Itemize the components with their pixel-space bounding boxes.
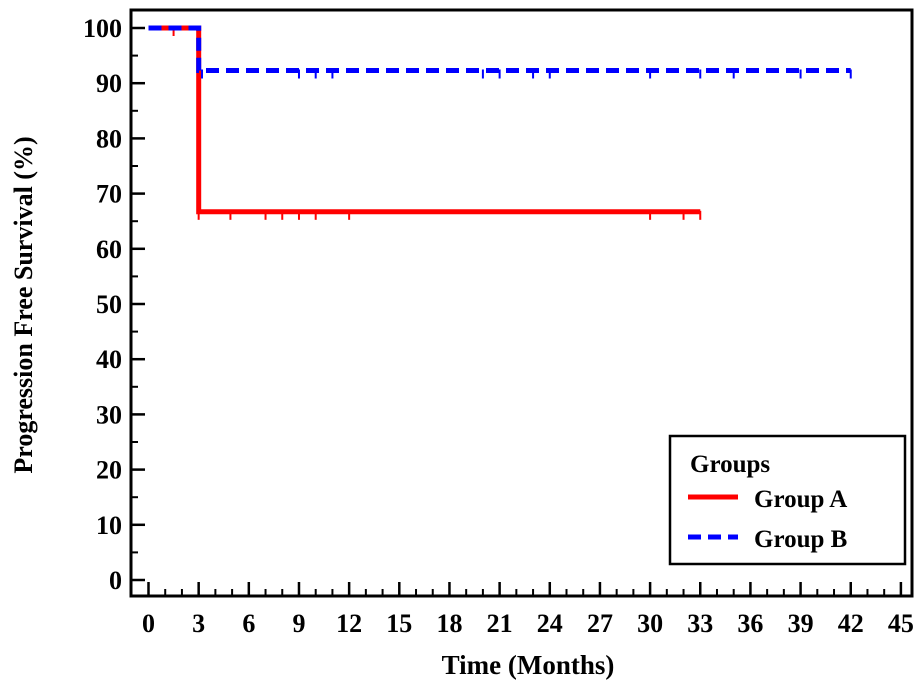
curves-layer xyxy=(148,25,852,220)
x-tick-label: 6 xyxy=(242,609,255,638)
legend-label-group-a: Group A xyxy=(754,486,847,513)
x-tick-label: 30 xyxy=(637,609,663,638)
x-tick-label: 42 xyxy=(838,609,864,638)
y-tick-label: 70 xyxy=(96,180,122,209)
x-tick-label: 21 xyxy=(487,609,513,638)
legend-title: Groups xyxy=(690,451,770,478)
y-axis-title: Progression Free Survival (%) xyxy=(9,136,38,473)
x-tick-label: 27 xyxy=(587,609,613,638)
x-tick-label: 36 xyxy=(737,609,763,638)
y-tick-label: 0 xyxy=(109,566,122,595)
y-tick-label: 30 xyxy=(96,400,122,429)
x-tick-label: 18 xyxy=(436,609,462,638)
legend-label-group-b: Group B xyxy=(754,526,847,553)
x-axis-title: Time (Months) xyxy=(442,650,615,680)
series-group-a xyxy=(148,25,702,220)
x-tick-label: 33 xyxy=(687,609,713,638)
y-tick-label: 80 xyxy=(96,124,122,153)
x-tick-label: 9 xyxy=(292,609,305,638)
survival-line-group-b xyxy=(148,25,851,73)
y-tick-label: 40 xyxy=(96,345,122,374)
x-tick-label: 3 xyxy=(192,609,205,638)
y-tick-label: 90 xyxy=(96,69,122,98)
legend-box xyxy=(668,434,907,566)
legend: Groups Group A Group B xyxy=(668,434,907,566)
y-tick-label: 20 xyxy=(96,456,122,485)
x-tick-label: 45 xyxy=(888,609,914,638)
y-tick-label: 100 xyxy=(83,14,122,43)
x-tick-label: 15 xyxy=(386,609,412,638)
axis-ticks: 0 3 6 9 12 15 18 21 24 27 30 33 36 39 42 45010203040506… xyxy=(83,14,914,638)
survival-line-group-a xyxy=(148,25,701,215)
x-tick-label: 24 xyxy=(537,609,563,638)
x-tick-label: 0 xyxy=(142,609,155,638)
x-tick-label: 12 xyxy=(336,609,362,638)
y-tick-label: 60 xyxy=(96,235,122,264)
y-tick-label: 50 xyxy=(96,290,122,319)
series-group-b xyxy=(148,25,852,79)
x-tick-label: 39 xyxy=(788,609,814,638)
y-tick-label: 10 xyxy=(96,511,122,540)
